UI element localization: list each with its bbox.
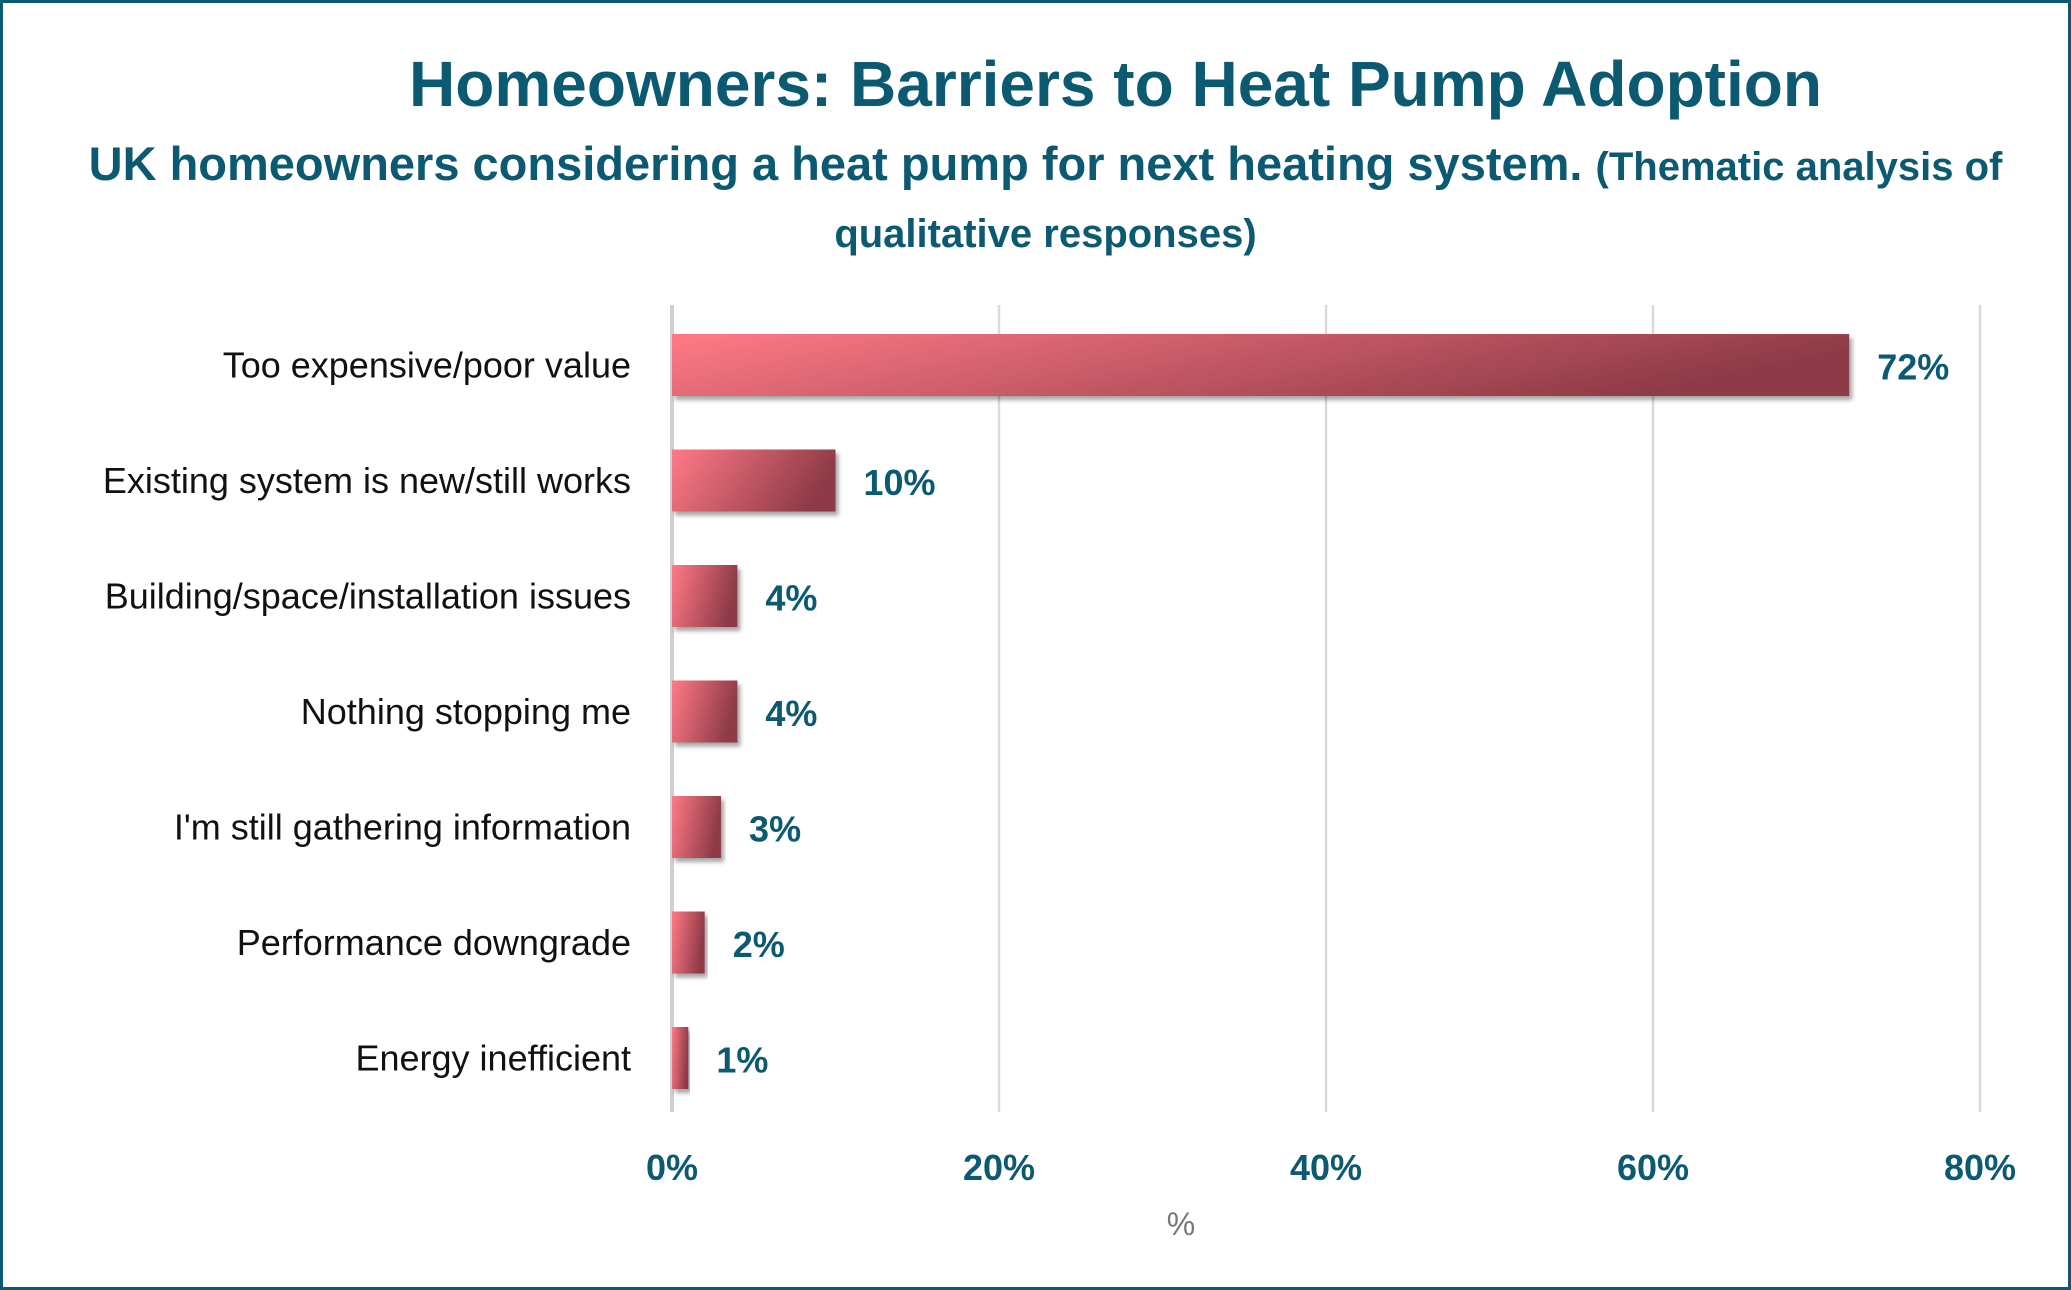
category-label: Too expensive/poor value bbox=[223, 345, 631, 386]
chart-titles: Homeowners: Barriers to Heat Pump Adopti… bbox=[0, 36, 2071, 266]
category-label: Existing system is new/still works bbox=[103, 460, 631, 501]
value-label: 4% bbox=[765, 578, 817, 619]
value-label: 1% bbox=[716, 1040, 768, 1081]
category-label: I'm still gathering information bbox=[174, 807, 631, 848]
value-label: 10% bbox=[864, 462, 936, 503]
x-tick-label: 20% bbox=[963, 1147, 1035, 1188]
bars bbox=[672, 334, 1850, 1089]
category-label: Building/space/installation issues bbox=[105, 576, 631, 617]
category-label: Energy inefficient bbox=[355, 1038, 631, 1079]
x-tick-label: 60% bbox=[1617, 1147, 1689, 1188]
value-labels: 72% 10% 4% 4% 3% 2% 1% bbox=[716, 347, 1949, 1081]
chart-subtitle: UK homeowners considering a heat pump fo… bbox=[20, 132, 2071, 266]
x-axis-title: % bbox=[1167, 1206, 1195, 1242]
bar bbox=[672, 1027, 689, 1089]
value-label: 72% bbox=[1877, 347, 1949, 388]
chart-title: Homeowners: Barriers to Heat Pump Adopti… bbox=[409, 48, 1822, 120]
bar bbox=[672, 565, 738, 627]
x-tick-label: 40% bbox=[1290, 1147, 1362, 1188]
x-tick-label: 80% bbox=[1944, 1147, 2016, 1188]
category-label: Nothing stopping me bbox=[301, 691, 631, 732]
x-axis-ticks: 0% 20% 40% 60% 80% bbox=[646, 1147, 2016, 1188]
value-label: 4% bbox=[765, 693, 817, 734]
bar bbox=[672, 796, 722, 858]
value-label: 3% bbox=[749, 809, 801, 850]
bar bbox=[672, 911, 705, 974]
bar bbox=[672, 334, 1850, 396]
chart-subtitle-main: UK homeowners considering a heat pump fo… bbox=[88, 137, 1583, 190]
gridlines bbox=[670, 305, 1982, 1112]
value-label: 2% bbox=[733, 924, 785, 965]
bar bbox=[672, 449, 836, 512]
category-labels: Too expensive/poor value Existing system … bbox=[103, 345, 631, 1079]
chart-subtitle-note: (Thematic analysis of qualitative respon… bbox=[834, 145, 2003, 256]
bar bbox=[672, 680, 738, 743]
x-tick-label: 0% bbox=[646, 1147, 698, 1188]
category-label: Performance downgrade bbox=[237, 922, 631, 963]
